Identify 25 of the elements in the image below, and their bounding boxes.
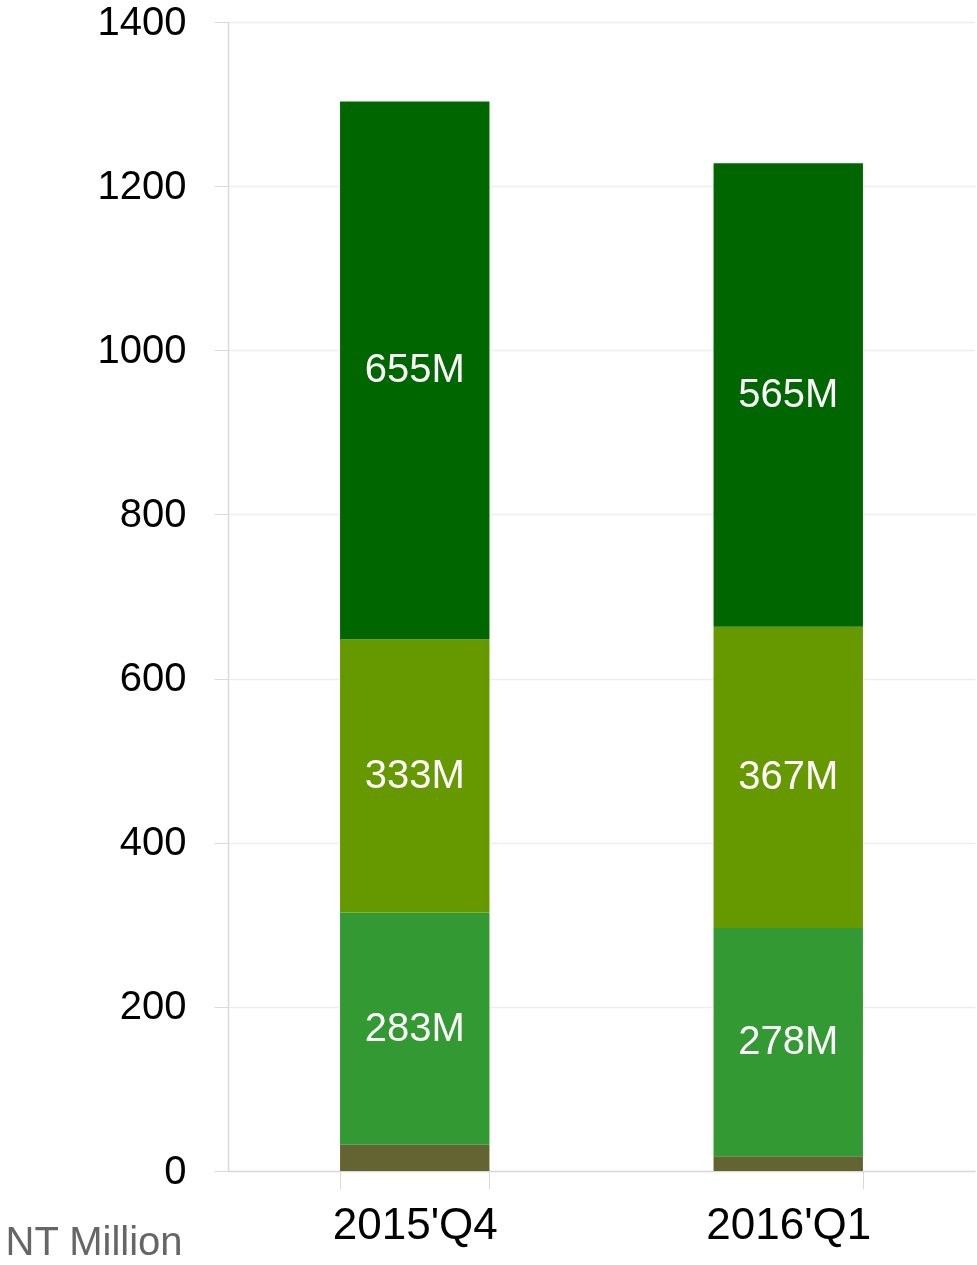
data-label: 333M <box>364 751 465 796</box>
bar <box>713 163 863 627</box>
y-axis-title: NT Million <box>5 1218 183 1263</box>
data-label: 655M <box>364 346 465 391</box>
bar <box>340 912 490 1145</box>
x-tick-label: 2016'Q1 <box>706 1198 872 1248</box>
bar <box>713 626 863 929</box>
y-tick-label: 600 <box>119 655 187 700</box>
bar <box>713 1156 863 1171</box>
data-label: 278M <box>738 1018 839 1063</box>
y-tick-label: 1400 <box>97 0 187 43</box>
y-tick-label: 400 <box>119 819 187 864</box>
y-tick-label: 1000 <box>97 326 187 371</box>
y-tick-label: 200 <box>119 983 187 1028</box>
data-label: 367M <box>738 753 839 798</box>
y-tick-label: 0 <box>164 1147 187 1192</box>
y-tick-label: 1200 <box>97 162 187 207</box>
bar <box>340 101 490 640</box>
data-label: 565M <box>738 371 839 416</box>
data-label: 283M <box>364 1004 465 1049</box>
bar <box>713 928 863 1157</box>
bar <box>340 1144 490 1171</box>
y-tick-label: 800 <box>119 490 187 535</box>
x-tick-label: 2015'Q4 <box>332 1198 498 1248</box>
bar <box>340 639 490 913</box>
